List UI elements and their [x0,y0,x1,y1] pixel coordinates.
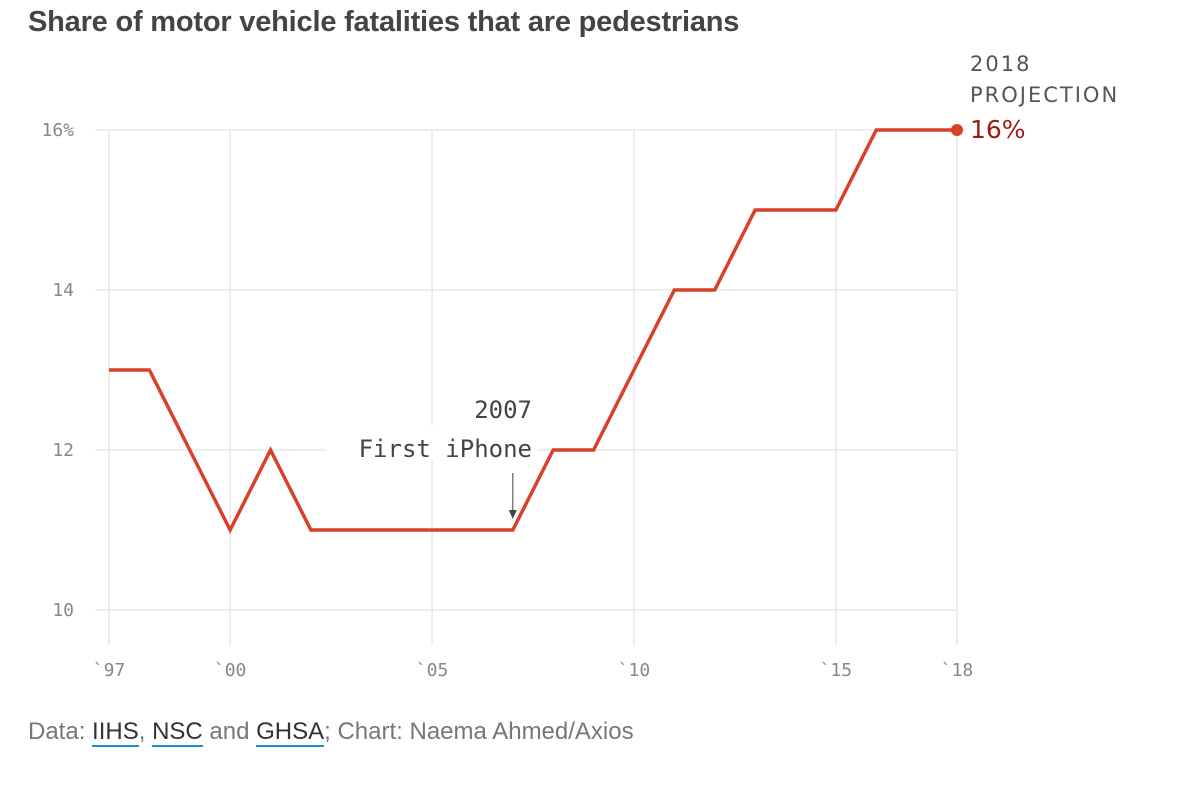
footer-prefix: Data: [28,718,93,745]
y-tick-label: 12 [52,440,74,461]
chart-source: Data: IIHS, NSC and GHSA; Chart: Naema A… [28,718,634,747]
projection-year: 2018 [970,52,1031,76]
projection-value: 16% [970,115,1026,144]
footer-suffix: ; Chart: Naema Ahmed/Axios [324,718,634,745]
chart-title: Share of motor vehicle fatalities that a… [28,6,740,38]
source-link-nsc[interactable]: NSC [152,718,203,747]
footer-sep: , [138,718,153,745]
x-tick-label: `97 [93,660,126,681]
annotation-background [326,425,538,459]
annotation-label: First iPhone [359,435,532,463]
x-tick-label: `18 [941,660,974,681]
y-tick-label: 10 [52,600,74,621]
x-tick-label: `10 [618,660,651,681]
x-tick-label: `00 [214,660,247,681]
footer-sep: and [202,718,257,745]
y-tick-label: 14 [52,280,74,301]
source-link-iihs[interactable]: IIHS [92,718,139,747]
projection-label: PROJECTION [970,83,1119,107]
y-tick-label: 16% [41,120,74,141]
x-tick-label: `05 [416,660,449,681]
annotation-year: 2007 [474,396,532,424]
source-link-ghsa[interactable]: GHSA [256,718,325,747]
x-tick-label: `15 [820,660,853,681]
projection-marker [951,124,963,136]
series-line [109,128,957,534]
annotation-arrowhead-icon [508,510,517,519]
